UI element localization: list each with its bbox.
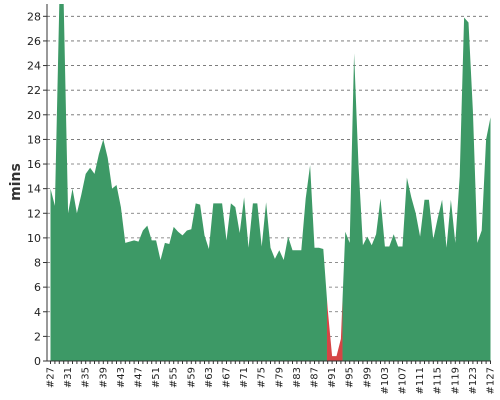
x-tick-label: #123 (468, 367, 479, 394)
x-tick-label: #67 (222, 367, 233, 388)
y-tick-label: 16 (27, 158, 41, 171)
y-tick-label: 26 (27, 35, 41, 48)
x-tick-label: #63 (204, 367, 215, 388)
area-segment-above-threshold (342, 17, 491, 361)
x-tick-label: #51 (151, 367, 162, 388)
x-tick-label: #39 (98, 367, 109, 388)
y-tick-label: 24 (27, 60, 41, 73)
x-tick-label: #87 (310, 367, 321, 388)
x-tick-label: #31 (63, 367, 74, 388)
x-tick-label: #91 (327, 367, 338, 388)
x-tick-label: #119 (450, 367, 461, 394)
x-tick-label: #35 (81, 367, 92, 388)
x-tick-label: #47 (134, 367, 145, 388)
x-tick-label: #127 (486, 367, 497, 394)
x-tick-label: #103 (380, 367, 391, 394)
y-tick-label: 4 (34, 306, 41, 319)
y-tick-label: 12 (27, 207, 41, 220)
area-segment-above-threshold (50, 4, 327, 361)
x-tick-label: #75 (257, 367, 268, 388)
x-tick-label: #83 (292, 367, 303, 388)
y-tick-label: 10 (27, 232, 41, 245)
y-tick-label: 20 (27, 109, 41, 122)
y-axis-label: mins (8, 163, 24, 201)
area-segment-below-threshold (326, 299, 343, 361)
x-tick-label: #43 (116, 367, 127, 388)
x-tick-label: #95 (345, 367, 356, 388)
x-tick-label: #71 (239, 367, 250, 388)
x-tick-label: #111 (415, 367, 426, 394)
x-tick-label: #115 (433, 367, 444, 394)
x-tick-label: #107 (398, 367, 409, 394)
x-tick-label: #27 (46, 367, 57, 388)
x-tick-label: #59 (186, 367, 197, 388)
y-tick-label: 0 (34, 355, 41, 368)
y-tick-label: 14 (27, 183, 41, 196)
area-series (50, 4, 491, 361)
x-tick-label: #55 (169, 367, 180, 388)
x-tick-label: #99 (362, 367, 373, 388)
x-tick-labels: #27 #31 #35 #39 #43 #47 #51 #55 #59 #63 #67 #71 #75 #… (46, 361, 497, 394)
y-tick-label: 2 (34, 330, 41, 343)
y-tick-label: 6 (34, 281, 41, 294)
y-tick-label: 22 (27, 84, 41, 97)
y-tick-label: 18 (27, 133, 41, 146)
x-tick-label: #79 (274, 367, 285, 388)
y-tick-label: 8 (34, 257, 41, 270)
y-tick-label: 28 (27, 10, 41, 23)
